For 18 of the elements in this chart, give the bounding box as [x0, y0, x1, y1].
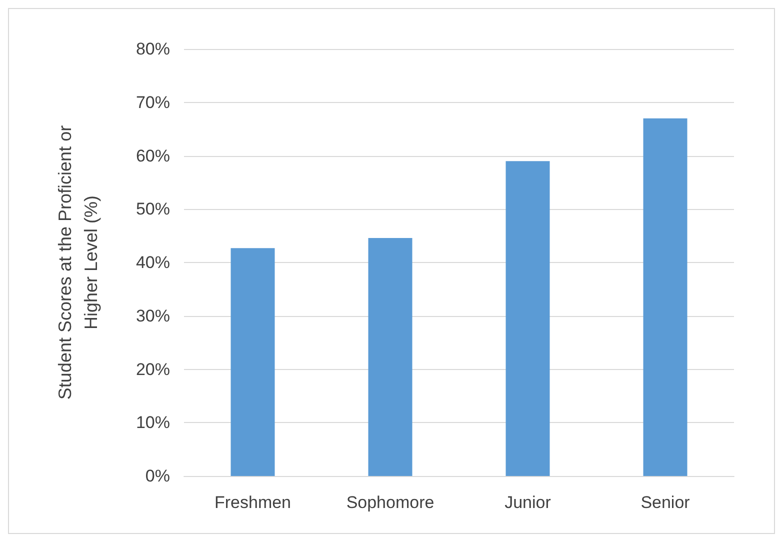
- y-tick-label: 40%: [136, 253, 170, 272]
- bar: [368, 238, 412, 476]
- bar: [643, 118, 688, 476]
- y-tick-label: 0%: [145, 466, 170, 486]
- y-tick-label: 70%: [136, 92, 170, 112]
- y-axis-title: Student Scores at the Proficient or Higher Level (%): [55, 125, 101, 400]
- x-tick-label: Senior: [640, 493, 690, 512]
- bar: [506, 161, 550, 476]
- x-tick-label: Freshmen: [214, 493, 292, 512]
- y-tick-label: 20%: [136, 360, 170, 379]
- y-tick-label: 30%: [136, 306, 170, 326]
- x-tick-label: Sophomore: [346, 493, 434, 512]
- x-tick-label: Junior: [504, 493, 552, 512]
- y-tick-label: 50%: [136, 200, 170, 219]
- y-tick-label: 10%: [136, 413, 170, 432]
- bar: [230, 248, 275, 476]
- y-tick-label: 60%: [136, 146, 170, 166]
- y-tick-label: 80%: [136, 40, 170, 58]
